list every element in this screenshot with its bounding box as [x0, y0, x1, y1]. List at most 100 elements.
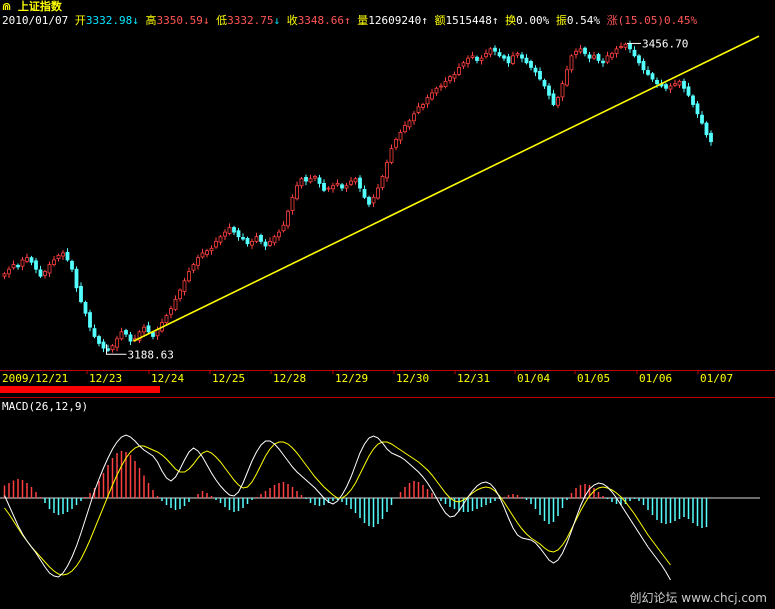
candle-body	[272, 236, 277, 244]
date-tick-label: 01/04	[517, 372, 550, 385]
amount-value: 1515448	[445, 14, 492, 27]
candle-body	[515, 53, 520, 56]
candle-body	[403, 125, 407, 133]
candle-body	[398, 131, 403, 141]
amplitude-value: 0.54%	[566, 14, 601, 27]
candle-body	[452, 73, 457, 79]
candle-body	[461, 62, 466, 67]
candle-body	[520, 54, 524, 59]
title-row: ⋒ 上证指数	[2, 0, 62, 14]
candle-body	[641, 61, 646, 71]
low-value: 3332.75	[227, 14, 274, 27]
candle-body	[164, 315, 169, 323]
candle-body	[245, 237, 250, 245]
candle-body	[70, 260, 74, 270]
candle-body	[259, 234, 263, 242]
candle-body	[637, 55, 641, 64]
candle-body	[47, 264, 52, 274]
candle-body	[650, 73, 655, 80]
candle-body	[20, 259, 25, 267]
candle-body	[268, 240, 272, 246]
candle-body	[124, 330, 128, 335]
date-tick-label: 12/28	[273, 372, 306, 385]
candle-body	[97, 336, 101, 344]
candle-body	[587, 54, 592, 59]
candle-body	[223, 231, 227, 237]
scroll-indicator[interactable]	[0, 386, 160, 393]
up-arrow-icon: ↑	[421, 14, 428, 27]
candle-body	[74, 268, 79, 289]
candle-body	[416, 106, 421, 113]
date-tick-label: 2009/12/21	[2, 372, 68, 385]
candle-body	[470, 55, 475, 58]
candle-body	[281, 224, 286, 232]
candle-body	[709, 132, 713, 143]
candle-body	[601, 60, 605, 64]
candle-body	[619, 46, 623, 48]
candle-body	[236, 230, 241, 238]
candle-body	[569, 55, 574, 71]
change-label: 涨	[606, 14, 618, 27]
candle-body	[128, 334, 133, 342]
up-arrow-icon: ↑	[491, 14, 499, 27]
date-tick-label: 12/30	[396, 372, 429, 385]
quote-header: ⋒ 上证指数 2010/01/07 开3332.98↓ 高3350.59↓ 低3…	[0, 0, 775, 30]
candle-body	[677, 80, 682, 86]
candle-body	[169, 308, 173, 315]
candle-body	[578, 48, 583, 53]
low-annotation: 3188.63	[128, 348, 174, 361]
turnover-label: 换	[505, 14, 517, 27]
candle-body	[367, 196, 371, 205]
candle-body	[385, 162, 389, 179]
high-label: 高	[145, 14, 157, 27]
candle-body	[704, 122, 709, 136]
candle-body	[389, 148, 394, 163]
candle-body	[209, 247, 214, 252]
candle-body	[488, 48, 493, 55]
quote-row: 2010/01/07 开3332.98↓ 高3350.59↓ 低3332.75↓…	[2, 14, 697, 28]
date-tick-label: 12/23	[89, 372, 122, 385]
candle-body	[92, 328, 97, 337]
candle-body	[479, 57, 484, 61]
candle-body	[173, 298, 178, 310]
date-axis-layer: 2009/12/21 12/23 12/24 12/25 12/28 12/29 12/30…	[0, 370, 775, 398]
date-tick-label: 12/25	[212, 372, 245, 385]
candle-body	[448, 76, 452, 82]
candle-body	[425, 97, 430, 105]
candle-body	[2, 273, 7, 277]
candle-body	[146, 325, 151, 333]
candle-body	[610, 53, 614, 58]
trend-line[interactable]	[133, 35, 760, 342]
candle-body	[371, 196, 376, 204]
candle-body	[614, 48, 619, 54]
candle-body	[115, 338, 119, 348]
candle-body	[353, 178, 358, 183]
candle-body	[484, 53, 488, 58]
candle-body	[542, 80, 547, 87]
candle-body	[349, 180, 353, 185]
macd-dif-line	[4, 434, 671, 581]
candle-body	[596, 54, 601, 61]
candle-body	[254, 236, 259, 242]
candle-body	[700, 114, 704, 124]
down-arrow-icon: ↓	[132, 14, 139, 27]
candle-body	[695, 103, 700, 115]
candle-body	[182, 280, 187, 292]
trendline-layer	[133, 35, 760, 342]
open-value: 3332.98	[85, 14, 133, 27]
date-tick-label: 12/24	[151, 372, 184, 385]
candle-body	[326, 187, 331, 190]
macd-dea-line	[4, 441, 671, 576]
candle-body	[263, 241, 268, 247]
date-tick-label: 01/06	[639, 372, 672, 385]
candle-body	[623, 43, 628, 48]
candle-body	[191, 264, 196, 271]
candle-body	[655, 80, 659, 85]
high-value: 3350.59	[156, 14, 203, 27]
candles-layer	[2, 40, 713, 353]
candle-body	[682, 80, 686, 89]
candle-body	[322, 183, 326, 191]
candle-body	[38, 269, 43, 277]
candle-body	[151, 332, 155, 337]
